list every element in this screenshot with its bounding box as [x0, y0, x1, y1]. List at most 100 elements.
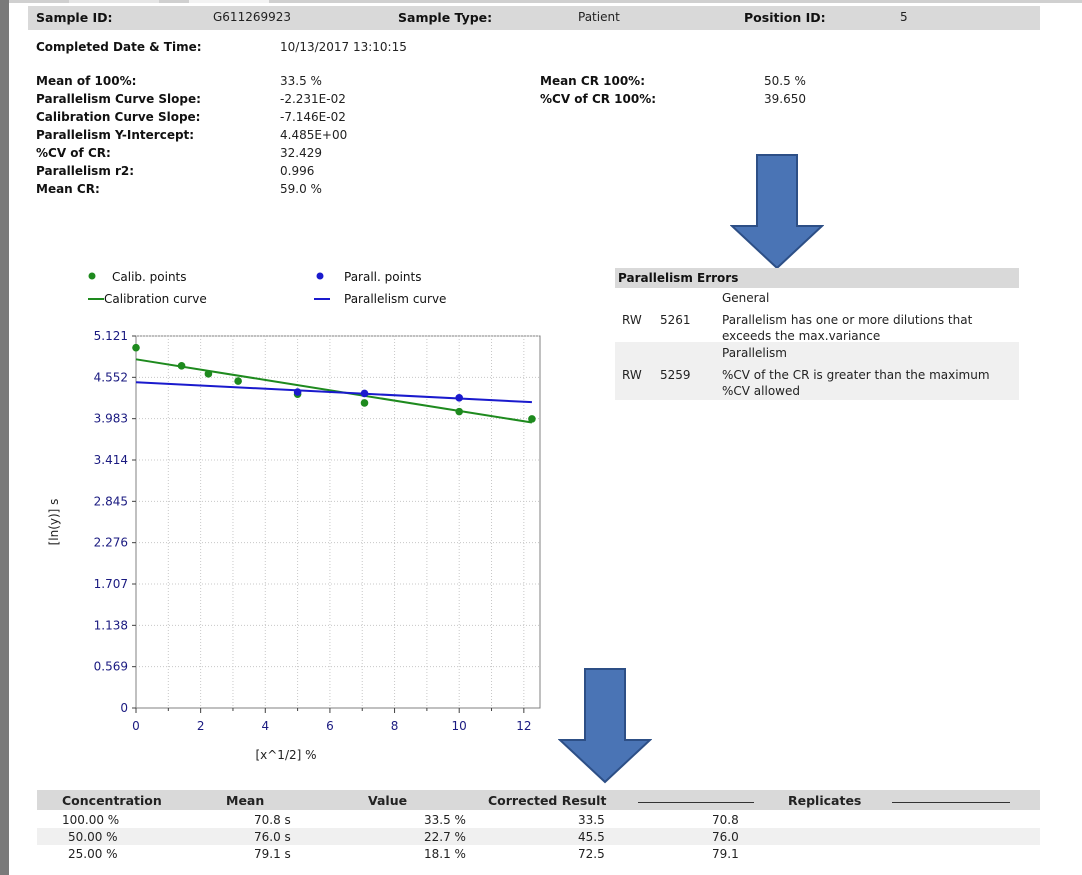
plot-frame — [135, 335, 541, 709]
error-category: General — [722, 291, 770, 305]
error-code: 5259 — [660, 368, 691, 382]
cell-concentration: 25.00 % — [68, 847, 118, 861]
data-point-parall-points — [293, 388, 302, 396]
table-row — [37, 845, 1040, 862]
error-message-line: %CV of the CR is greater than the maximu… — [722, 368, 990, 382]
legend-parallelism-curve-line — [314, 298, 330, 300]
metric-label: Mean CR: — [36, 182, 100, 196]
series-line-parallelism-curve — [135, 381, 532, 404]
cell-mean: 79.1 s — [254, 847, 291, 861]
x-tick-label: 4 — [261, 719, 269, 733]
x-axis-label: [x^1/2] % — [255, 748, 316, 762]
legend-parallelism-curve-label: Parallelism curve — [344, 292, 447, 306]
legend-parall-points-marker — [316, 272, 324, 280]
error-row — [615, 342, 1019, 400]
metric-label: %CV of CR: — [36, 146, 111, 160]
legend-parall-points-label: Parall. points — [344, 270, 422, 284]
completed-value: 10/13/2017 13:10:15 — [280, 40, 407, 54]
results-table-header — [37, 790, 1040, 810]
legend-calib-points-marker — [88, 272, 96, 280]
metric-value: 39.650 — [764, 92, 806, 106]
column-header-replicates: Replicates — [788, 793, 862, 808]
table-row — [37, 811, 1040, 828]
error-message-line: %CV allowed — [722, 384, 800, 398]
cell-value: 22.7 % — [424, 830, 466, 844]
y-tick-label: 4.552 — [94, 370, 128, 384]
metric-value: 32.429 — [280, 146, 322, 160]
completed-label: Completed Date & Time: — [36, 40, 202, 54]
error-code-type: RW — [622, 368, 642, 382]
data-point-calib-points — [204, 370, 213, 378]
metric-label: %CV of CR 100%: — [540, 92, 657, 106]
metric-value: 33.5 % — [280, 74, 322, 88]
errors-header-band — [615, 268, 1019, 288]
cell-corrected: 33.5 — [578, 813, 605, 827]
metric-value: -2.231E-02 — [280, 92, 346, 106]
header-rule — [638, 802, 754, 803]
window-top-strip — [9, 0, 1082, 3]
legend-calib-points-label: Calib. points — [112, 270, 187, 284]
data-point-calib-points — [234, 377, 242, 385]
y-tick-label: 0.569 — [94, 660, 128, 674]
cell-mean: 76.0 s — [254, 830, 291, 844]
down-arrow-icon — [558, 668, 652, 784]
metric-value: 50.5 % — [764, 74, 806, 88]
metric-label: Calibration Curve Slope: — [36, 110, 201, 124]
top-tab-remnant — [69, 0, 159, 3]
down-arrow-icon — [730, 154, 824, 270]
cell-value: 33.5 % — [424, 813, 466, 827]
data-point-parall-points — [360, 389, 369, 398]
metric-value: 0.996 — [280, 164, 315, 178]
sample-type-label: Sample Type: — [398, 10, 493, 25]
position-id-label: Position ID: — [744, 10, 826, 25]
top-tab-remnant — [189, 0, 269, 3]
cell-concentration: 100.00 % — [62, 813, 120, 827]
legend-calibration-curve-label: Calibration curve — [104, 292, 207, 306]
x-tick-label: 6 — [326, 719, 334, 733]
x-tick-label: 0 — [132, 719, 140, 733]
error-message-line: Parallelism has one or more dilutions th… — [722, 313, 973, 327]
window-left-border — [0, 0, 9, 875]
y-tick-label: 3.414 — [94, 453, 128, 467]
sample-id-value: G611269923 — [213, 10, 292, 24]
cell-concentration: 50.00 % — [68, 830, 118, 844]
metric-label: Parallelism Y-Intercept: — [36, 128, 195, 142]
y-axis-label: [ln(y)] s — [47, 499, 61, 546]
errors-title: Parallelism Errors — [618, 271, 739, 285]
error-code: 5261 — [660, 313, 691, 327]
y-tick-label: 1.138 — [94, 618, 128, 632]
metric-value: -7.146E-02 — [280, 110, 346, 124]
cell-replicate: 76.0 — [712, 830, 739, 844]
error-message-line: exceeds the max.variance — [722, 329, 881, 343]
sample-type-value: Patient — [578, 10, 620, 24]
data-point-calib-points — [360, 399, 369, 407]
column-header-concentration: Concentration — [62, 793, 162, 808]
y-tick-label: 1.707 — [94, 577, 128, 591]
x-tick-label: 12 — [516, 719, 531, 733]
position-id-value: 5 — [900, 10, 908, 24]
parallelism-chart: 0 0.569 1.138 1.707 2.276 2.845 3.414 3.983 4.55… — [47, 329, 541, 762]
error-category: Parallelism — [722, 346, 787, 360]
metric-label: Parallelism Curve Slope: — [36, 92, 201, 106]
y-tick-label: 0 — [120, 701, 128, 715]
cell-value: 18.1 % — [424, 847, 466, 861]
data-point-calib-points — [455, 407, 464, 416]
metric-label: Parallelism r2: — [36, 164, 135, 178]
column-header-corrected-result: Corrected Result — [488, 793, 607, 808]
header-rule — [892, 802, 1010, 803]
data-point-calib-points — [132, 343, 140, 352]
table-row — [37, 828, 1040, 845]
series-line-calibration-curve — [135, 358, 533, 424]
error-code-type: RW — [622, 313, 642, 327]
cell-corrected: 45.5 — [578, 830, 605, 844]
x-tick-label: 8 — [391, 719, 399, 733]
metric-value: 4.485E+00 — [280, 128, 348, 142]
column-header-value: Value — [368, 793, 408, 808]
data-point-parall-points — [455, 394, 464, 402]
x-tick-label: 2 — [197, 719, 205, 733]
error-row — [615, 288, 1019, 342]
y-tick-label: 2.276 — [94, 536, 128, 550]
y-tick-label: 5.121 — [94, 329, 128, 343]
column-header-mean: Mean — [226, 793, 265, 808]
data-point-calib-points — [177, 362, 186, 370]
